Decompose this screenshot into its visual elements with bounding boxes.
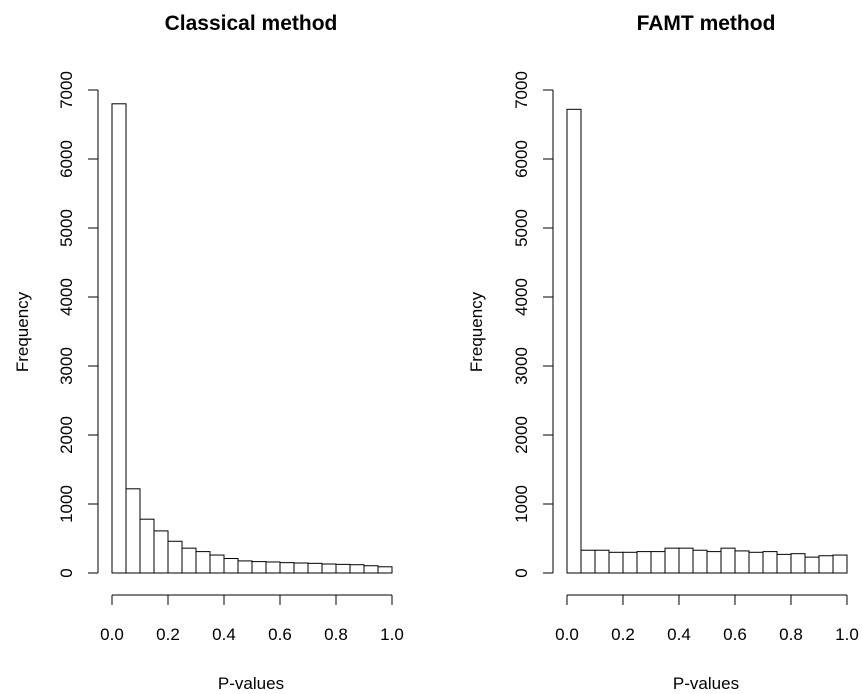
bars xyxy=(111,103,393,574)
x-axis-label: P-values xyxy=(673,674,739,693)
y-axis: 0 1000 2000 3000 4000 5000 6000 7000 xyxy=(512,71,554,578)
histogram-bar xyxy=(720,547,736,574)
x-axis: 0.0 0.2 0.4 0.6 0.8 1.0 xyxy=(100,594,404,644)
histogram-bar xyxy=(748,551,764,574)
histogram-bar xyxy=(706,551,722,574)
histogram-bar xyxy=(209,554,225,574)
histogram-bar xyxy=(692,549,708,574)
histogram-bar xyxy=(664,547,680,574)
histogram-bar xyxy=(335,563,351,574)
y-tick-label: 7000 xyxy=(57,71,76,109)
y-tick-label: 4000 xyxy=(512,278,531,316)
histogram-bar xyxy=(153,530,169,574)
y-axis: 0 1000 2000 3000 4000 5000 6000 7000 xyxy=(57,71,99,578)
y-tick-label: 5000 xyxy=(57,209,76,247)
histogram-bar xyxy=(776,553,792,574)
y-tick-label: 3000 xyxy=(57,347,76,385)
y-tick-label: 6000 xyxy=(512,140,531,178)
classical-histogram-panel: Classical method P-values Frequency 0.0 0… xyxy=(13,12,404,693)
chart-title: Classical method xyxy=(165,12,338,35)
x-tick-label: 0.0 xyxy=(555,625,579,644)
histogram-bar xyxy=(608,551,624,574)
histogram-bar xyxy=(251,561,267,574)
histogram-bar xyxy=(818,555,834,574)
histogram-bar xyxy=(594,549,610,574)
y-axis-label: Frequency xyxy=(13,291,32,372)
histogram-bar xyxy=(832,554,848,574)
histogram-bar xyxy=(125,488,141,574)
histogram-bar xyxy=(237,560,253,574)
histogram-bar xyxy=(790,553,806,574)
x-axis: 0.0 0.2 0.4 0.6 0.8 1.0 xyxy=(555,594,859,644)
histogram-bar xyxy=(349,564,365,574)
x-tick-label: 0.2 xyxy=(611,625,635,644)
x-tick-label: 1.0 xyxy=(380,625,404,644)
y-tick-label: 4000 xyxy=(57,278,76,316)
x-tick-label: 0.0 xyxy=(100,625,124,644)
histogram-bar xyxy=(622,551,638,574)
bars xyxy=(566,108,848,574)
histogram-bar xyxy=(139,518,155,574)
y-tick-label: 5000 xyxy=(512,209,531,247)
x-tick-label: 1.0 xyxy=(835,625,859,644)
y-tick-label: 1000 xyxy=(512,485,531,523)
histogram-bar xyxy=(293,562,309,574)
histogram-bar xyxy=(678,547,694,574)
x-tick-label: 0.4 xyxy=(667,625,691,644)
x-axis-label: P-values xyxy=(218,674,284,693)
histogram-bar xyxy=(566,108,582,574)
famt-histogram-panel: FAMT method P-values Frequency 0.0 0.2 0.4… xyxy=(467,12,859,693)
x-tick-label: 0.8 xyxy=(779,625,803,644)
x-tick-label: 0.2 xyxy=(156,625,180,644)
histogram-bar xyxy=(636,551,652,574)
histogram-bar xyxy=(580,549,596,574)
y-tick-label: 6000 xyxy=(57,140,76,178)
histogram-bar xyxy=(734,550,750,574)
y-tick-label: 0 xyxy=(57,568,76,577)
x-tick-label: 0.6 xyxy=(268,625,292,644)
y-tick-label: 7000 xyxy=(512,71,531,109)
y-tick-label: 0 xyxy=(512,568,531,577)
x-tick-label: 0.4 xyxy=(212,625,236,644)
histogram-bar xyxy=(650,551,666,574)
y-tick-label: 2000 xyxy=(57,416,76,454)
histogram-bar xyxy=(804,556,820,574)
histogram-bar xyxy=(279,562,295,574)
chart-title: FAMT method xyxy=(637,12,776,35)
y-axis-label: Frequency xyxy=(467,291,486,372)
histogram-bar xyxy=(377,566,393,574)
histogram-bar xyxy=(321,563,337,574)
histogram-bar xyxy=(223,558,239,574)
histogram-bar xyxy=(195,551,211,574)
histogram-bar xyxy=(111,103,127,574)
histogram-bar xyxy=(181,547,197,574)
histogram-bar xyxy=(762,551,778,574)
histogram-bar xyxy=(265,561,281,574)
histogram-bar xyxy=(167,540,183,574)
histogram-bar xyxy=(363,565,379,574)
y-tick-label: 1000 xyxy=(57,485,76,523)
x-tick-label: 0.8 xyxy=(324,625,348,644)
histogram-bar xyxy=(307,562,323,574)
y-tick-label: 3000 xyxy=(512,347,531,385)
x-tick-label: 0.6 xyxy=(723,625,747,644)
y-tick-label: 2000 xyxy=(512,416,531,454)
